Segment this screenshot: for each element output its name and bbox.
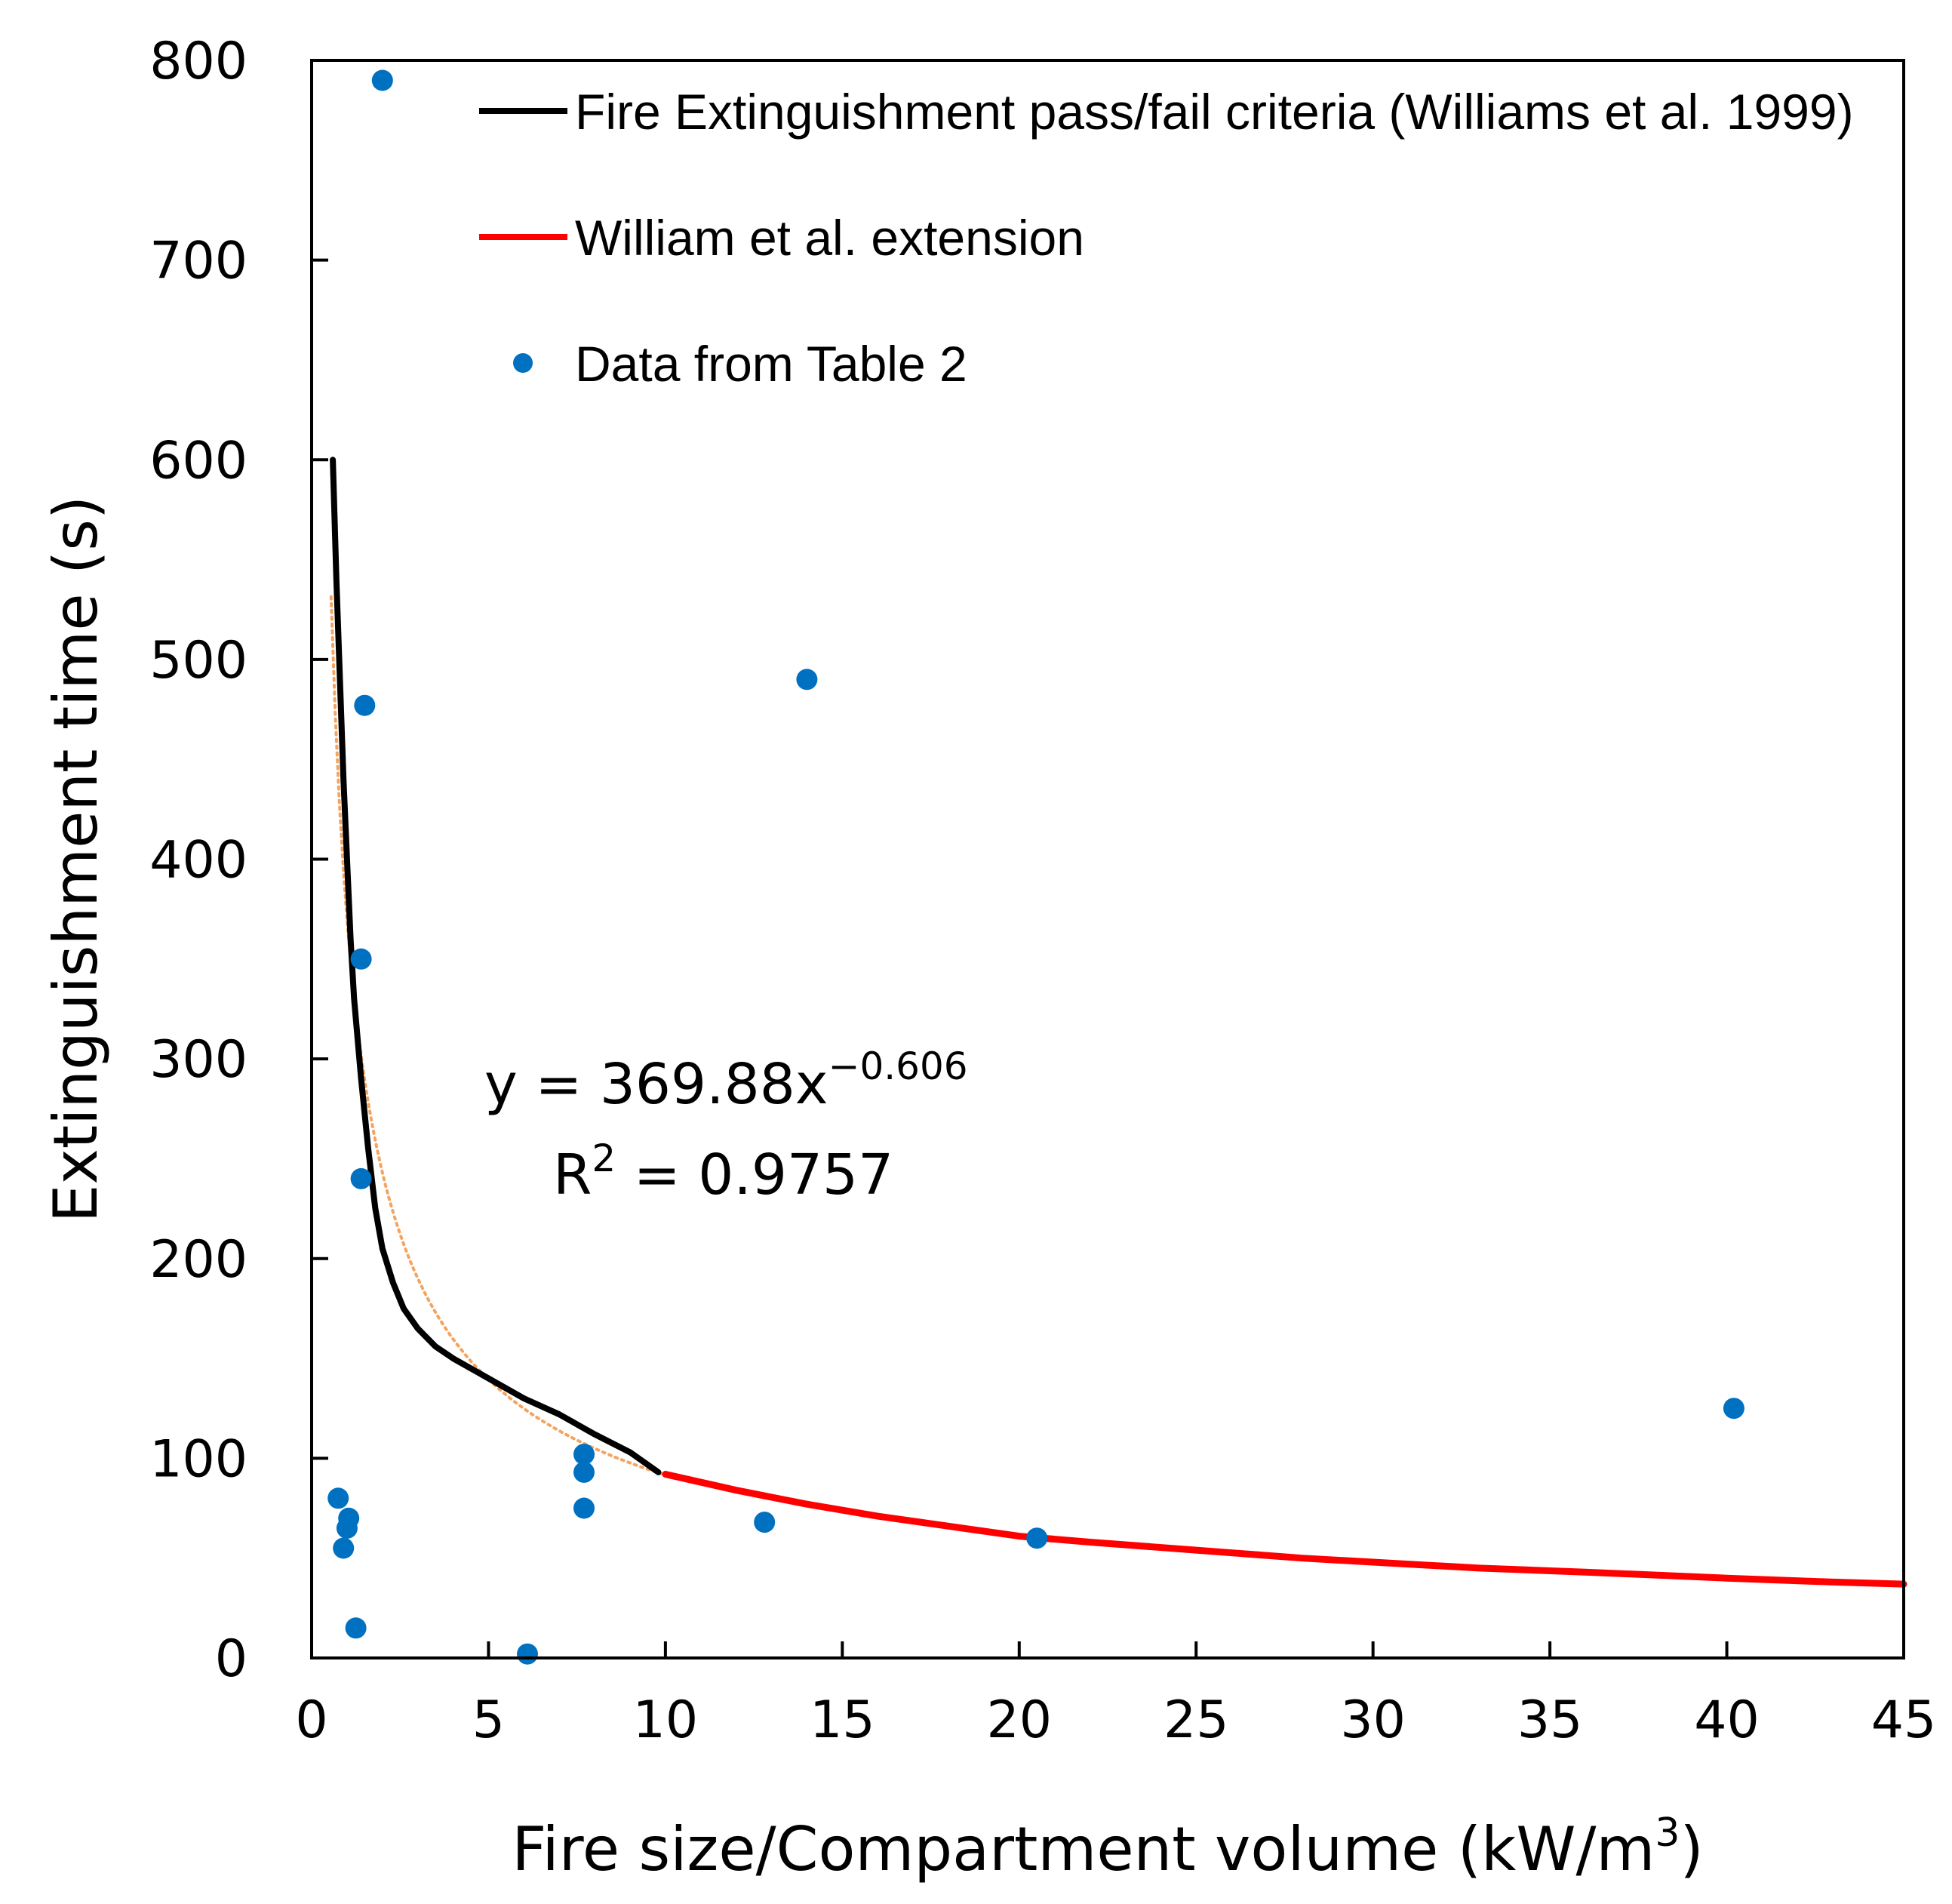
plot-layer — [327, 69, 1907, 1665]
legend: Fire Extinguishment pass/fail criteria (… — [479, 84, 1854, 392]
data-point — [333, 1537, 355, 1559]
x-tick-label: 30 — [1340, 1690, 1406, 1750]
r-squared: R2 = 0.9757 — [553, 1137, 893, 1207]
r-squared-value: = 0.9757 — [616, 1143, 893, 1207]
y-tick-label: 0 — [215, 1629, 247, 1689]
x-tick-label: 35 — [1517, 1690, 1583, 1750]
trendline-equation-main: y = 369.88x — [484, 1052, 828, 1117]
y-tick-label: 300 — [149, 1030, 247, 1090]
data-point — [573, 1461, 595, 1483]
data-point — [345, 1617, 367, 1639]
x-tick-label: 5 — [472, 1690, 505, 1750]
x-tick-label: 15 — [810, 1690, 875, 1750]
data-point — [1026, 1527, 1048, 1549]
trendline-power-fit — [329, 595, 664, 1475]
legend-label: Fire Extinguishment pass/fail criteria (… — [575, 84, 1854, 140]
x-tick-label: 40 — [1694, 1690, 1760, 1750]
r-squared-r: R — [553, 1143, 592, 1207]
axis-layer: 0 5 10 15 20 25 30 35 40 45 0 100 200 300 400 500 600 700… — [41, 32, 1936, 1884]
data-point — [327, 1487, 349, 1509]
y-tick-label: 400 — [149, 831, 247, 890]
data-point — [336, 1518, 358, 1539]
y-axis-title: Extinguishment time (s) — [41, 496, 111, 1223]
series-line-williams-extension — [662, 1471, 1907, 1588]
x-axis-title-superscript: 3 — [1655, 1810, 1680, 1856]
trendline-equation: y = 369.88x−0.606 — [484, 1044, 968, 1117]
x-tick-label: 10 — [633, 1690, 699, 1750]
y-tick-label: 600 — [149, 431, 247, 491]
x-tick-label: 0 — [295, 1690, 327, 1750]
annotation-layer: y = 369.88x−0.606 R2 = 0.9757 — [484, 1044, 968, 1207]
x-tick-label: 25 — [1164, 1690, 1229, 1750]
data-point — [354, 694, 376, 716]
r-squared-superscript: 2 — [592, 1137, 616, 1180]
y-tick-label: 200 — [149, 1230, 247, 1290]
x-axis-title-main: Fire size/Compartment volume (kW/m — [512, 1814, 1655, 1884]
y-tick-label: 500 — [149, 631, 247, 691]
y-tick-label: 100 — [149, 1429, 247, 1489]
data-point — [371, 69, 393, 91]
data-point — [573, 1444, 595, 1466]
y-tick-label: 700 — [149, 232, 247, 291]
series-line-williams-criteria — [330, 457, 662, 1475]
data-point — [1723, 1398, 1745, 1420]
data-point — [350, 948, 372, 970]
x-axis-title: Fire size/Compartment volume (kW/m3) — [512, 1810, 1703, 1884]
data-point — [796, 669, 818, 691]
x-tick-label: 45 — [1871, 1690, 1937, 1750]
legend-label: Data from Table 2 — [575, 336, 967, 392]
data-point — [350, 1167, 372, 1189]
trendline-equation-exponent: −0.606 — [828, 1044, 968, 1088]
data-point — [754, 1512, 776, 1533]
legend-label: William et al. extension — [575, 210, 1084, 266]
x-tick-label: 20 — [987, 1690, 1053, 1750]
plot-frame — [310, 59, 1905, 1659]
legend-swatch-blue-dot — [513, 353, 533, 373]
data-point — [517, 1643, 538, 1665]
data-point — [573, 1497, 595, 1519]
x-axis-title-end: ) — [1680, 1814, 1703, 1884]
y-tick-label: 800 — [149, 32, 247, 91]
